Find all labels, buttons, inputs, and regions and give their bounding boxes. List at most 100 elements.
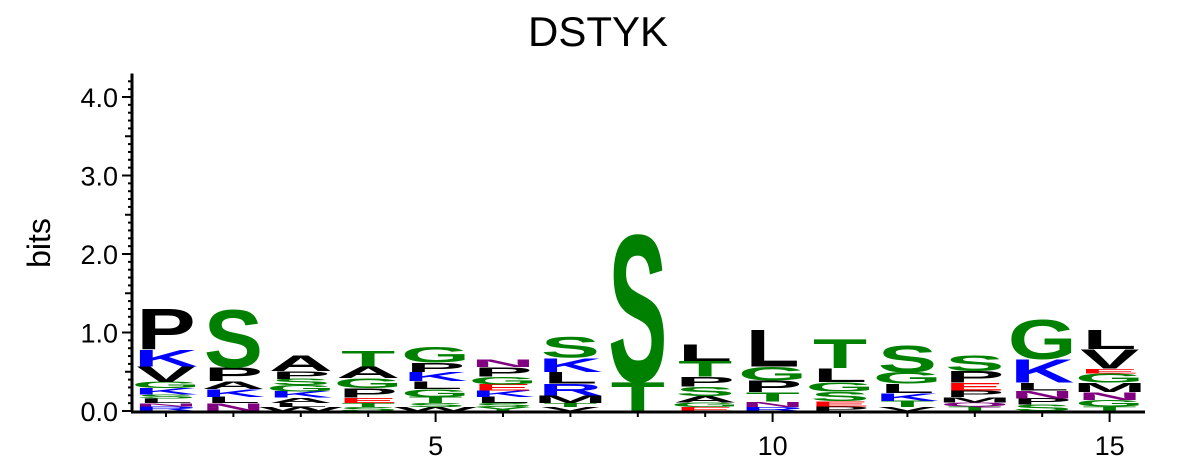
logo-letter-S: S bbox=[339, 406, 398, 412]
logo-letter-N: N bbox=[471, 357, 535, 369]
logo-letter-L: L bbox=[880, 381, 934, 396]
x-tick-label: 15 bbox=[1095, 431, 1125, 461]
logo-letter-P: P bbox=[945, 389, 1004, 399]
logo-letter-V: V bbox=[541, 406, 600, 412]
logo-letter-M: M bbox=[1073, 381, 1147, 396]
logo-letter-G: G bbox=[401, 387, 470, 399]
logo-letter-P: P bbox=[945, 368, 1004, 386]
logo-letter-T: T bbox=[948, 405, 1002, 412]
logo-letter-L: L bbox=[476, 395, 530, 405]
logo-letter-R: R bbox=[741, 406, 805, 412]
logo-letter-G: G bbox=[401, 343, 470, 367]
logo-letter-K: K bbox=[471, 389, 535, 399]
logo-letter-L: L bbox=[274, 402, 328, 408]
logo-stack-8: TS bbox=[608, 192, 667, 427]
logo-letter-N: N bbox=[134, 402, 198, 407]
logo-letter-R: R bbox=[134, 405, 198, 412]
logo-letter-M: M bbox=[534, 393, 608, 405]
logo-letter-L: L bbox=[813, 364, 867, 386]
logo-letter-T: T bbox=[813, 330, 867, 377]
logo-letter-P: P bbox=[339, 386, 398, 401]
logo-letter-A: A bbox=[269, 396, 333, 405]
logo-letter-E: E bbox=[339, 396, 398, 405]
logo-letter-K: K bbox=[269, 390, 333, 400]
chart-title: DSTYK bbox=[528, 8, 668, 55]
x-axis: 5 10 15 bbox=[131, 410, 1145, 461]
x-tick-label: 10 bbox=[758, 431, 788, 461]
logo-letter-S: S bbox=[271, 377, 330, 387]
logo-letter-T: T bbox=[543, 402, 597, 408]
logo-letter-K: K bbox=[404, 370, 468, 385]
logo-letter-N: N bbox=[741, 400, 805, 409]
logo-letter-E: E bbox=[810, 399, 869, 408]
x-tick-label: 5 bbox=[428, 431, 443, 461]
logo-letter-T: T bbox=[1083, 405, 1137, 412]
logo-letter-S: S bbox=[473, 402, 532, 408]
logo-stacks: RNLSKGVKPNLKAPSWLAKGSPASTEPGATWSTGLKPGYS… bbox=[132, 192, 1147, 427]
logo-letter-S: S bbox=[204, 294, 263, 385]
logo-letter-P: P bbox=[473, 365, 532, 380]
logo-letter-P: P bbox=[1013, 397, 1072, 407]
logo-letter-L: L bbox=[746, 319, 800, 378]
logo-letter-S: S bbox=[136, 394, 195, 400]
logo-letter-L: L bbox=[1015, 381, 1069, 393]
logo-letter-K: K bbox=[1010, 354, 1074, 390]
logo-letter-K: K bbox=[201, 387, 265, 399]
logo-letter-W: W bbox=[259, 406, 344, 412]
logo-letter-K: K bbox=[134, 387, 198, 397]
logo-letter-S: S bbox=[676, 384, 735, 399]
logo-letter-A: A bbox=[673, 395, 737, 405]
logo-letter-N: N bbox=[201, 401, 265, 413]
logo-letter-L: L bbox=[206, 395, 260, 405]
logo-letter-T: T bbox=[409, 395, 463, 405]
logo-letter-P: P bbox=[204, 363, 263, 385]
logo-letter-S: S bbox=[878, 337, 937, 380]
logo-letter-G: G bbox=[671, 401, 740, 408]
logo-letter-K: K bbox=[875, 391, 939, 403]
logo-letter-P: P bbox=[676, 374, 735, 390]
logo-letter-S: S bbox=[945, 351, 1004, 375]
logo-letter-N: N bbox=[1010, 389, 1074, 401]
logo-letter-E: E bbox=[945, 381, 1004, 393]
y-axis-label: bits bbox=[21, 218, 57, 268]
y-axis: 0.0 1.0 2.0 3.0 4.0 bbox=[80, 73, 134, 427]
logo-letter-T: T bbox=[678, 357, 732, 381]
logo-letter-G: G bbox=[266, 384, 335, 394]
logo-letter-N: N bbox=[1078, 390, 1142, 402]
logo-letter-L: L bbox=[139, 397, 193, 404]
logo-letter-G: G bbox=[1075, 398, 1144, 408]
logo-letter-E: E bbox=[1080, 367, 1139, 374]
logo-letter-G: G bbox=[806, 380, 875, 395]
logo-letter-S: S bbox=[810, 389, 869, 404]
logo-letter-S: S bbox=[1013, 403, 1072, 413]
logo-letter-P: P bbox=[406, 360, 465, 375]
y-tick-label: 3.0 bbox=[80, 162, 118, 192]
logo-letter-M: M bbox=[938, 396, 1012, 405]
logo-letter-T: T bbox=[341, 347, 395, 371]
logo-letter-T: T bbox=[341, 402, 395, 408]
logo-letter-G: G bbox=[469, 375, 538, 387]
logo-letter-G: G bbox=[873, 369, 942, 387]
logo-letter-L: L bbox=[678, 339, 732, 366]
logo-letter-E: E bbox=[473, 383, 532, 393]
logo-letter-A: A bbox=[269, 351, 333, 375]
logo-letter-G: G bbox=[1075, 371, 1144, 386]
logo-letter-L: L bbox=[543, 369, 597, 387]
logo-letter-L: L bbox=[1083, 324, 1137, 355]
logo-letter-R: R bbox=[538, 381, 602, 399]
logo-letter-G: G bbox=[132, 380, 201, 390]
logo-letter-P: P bbox=[136, 296, 195, 361]
